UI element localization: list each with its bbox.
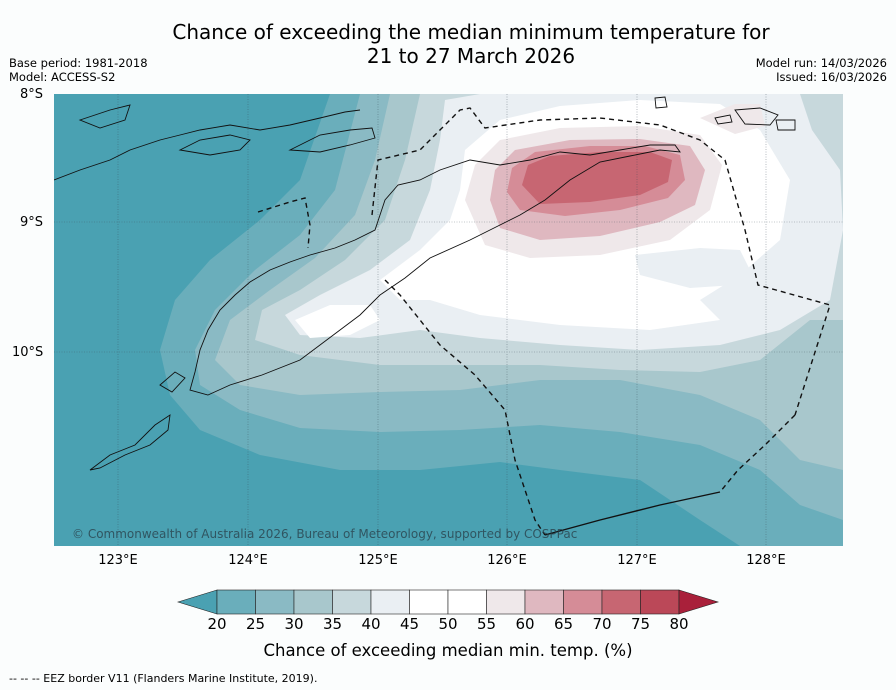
flores-coast	[54, 109, 361, 181]
sumba-coast	[78, 104, 131, 129]
lon-label-127e: 127°E	[617, 553, 657, 568]
colorbar-tick: 25	[245, 615, 266, 633]
coastlines	[54, 96, 796, 471]
model-name: Model: ACCESS-S2	[9, 70, 116, 84]
eez-legend-footer: -- -- -- EEZ border V11 (Flanders Marine…	[9, 672, 318, 685]
islet-1	[654, 96, 668, 109]
wetar-island	[288, 127, 376, 153]
band-70-75	[522, 152, 672, 204]
lon-label-126e: 126°E	[487, 553, 527, 568]
colorbar-tick: 50	[438, 615, 458, 633]
islet-3	[775, 119, 796, 131]
colorbar-segment-60-65	[524, 589, 564, 615]
colorbar-tick: 65	[553, 615, 574, 633]
colorbar-tick: 35	[322, 615, 343, 633]
colorbar-segment-70-75	[601, 589, 641, 615]
colorbar-tick: 80	[669, 615, 689, 633]
semau-island	[159, 371, 186, 393]
colorbar-tick: 55	[476, 615, 497, 633]
white-patch-south	[295, 305, 380, 338]
islet-4	[714, 114, 733, 125]
copyright-notice: © Commonwealth of Australia 2026, Bureau…	[72, 527, 578, 541]
colorbar-segment-55-60	[486, 589, 526, 615]
colorbar-label: Chance of exceeding median min. temp. (%…	[263, 641, 633, 660]
band-55-60-north	[700, 104, 765, 134]
lat-label-9s: 9°S	[20, 215, 44, 230]
colorbar-segment-35-40	[332, 589, 372, 615]
colorbar-tick: 70	[592, 615, 612, 633]
lat-label-10s: 10°S	[12, 345, 44, 360]
probability-field	[54, 94, 843, 546]
lat-label-8s: 8°S	[20, 87, 44, 102]
colorbar-tick: 75	[630, 615, 651, 633]
model-run: Model run: 14/03/2026	[755, 56, 887, 70]
eez-borders	[257, 107, 831, 536]
colorbar-tick: 30	[284, 615, 304, 633]
colorbar-segment-40-45	[370, 589, 410, 615]
band-40-45-inlet	[635, 248, 750, 288]
colorbar-segment-45-50	[409, 589, 449, 615]
colorbar-extend-high	[678, 589, 720, 615]
meta-left: Base period: 1981-2018 Model: ACCESS-S2	[9, 56, 148, 84]
lon-label-124e: 124°E	[228, 553, 268, 568]
meta-right: Model run: 14/03/2026 Issued: 16/03/2026	[756, 56, 887, 84]
lon-label-123e: 123°E	[98, 553, 138, 568]
alor-coast	[178, 134, 251, 156]
colorbar-segment-25-30	[255, 589, 295, 615]
timor-island	[189, 144, 681, 396]
colorbar-segment-65-70	[563, 589, 603, 615]
base-period: Base period: 1981-2018	[9, 56, 148, 70]
eez-solid-segment	[544, 491, 721, 536]
colorbar-tick: 60	[515, 615, 535, 633]
colorbar-tick: 20	[207, 615, 227, 633]
colorbar-segment-20-25	[216, 589, 256, 615]
issued-date: Issued: 16/03/2026	[776, 70, 887, 84]
colorbar-tick: 45	[399, 615, 420, 633]
colorbar-tick: 40	[361, 615, 381, 633]
colorbar-segment-50-55	[447, 589, 487, 615]
map-title: Chance of exceeding the median minimum t…	[0, 20, 896, 68]
islet-2	[734, 107, 779, 126]
colorbar-segment-75-80	[640, 589, 680, 615]
colorbar-segment-30-35	[293, 589, 333, 615]
colorbar-extend-low	[176, 589, 218, 615]
title-line-2: 21 to 27 March 2026	[366, 44, 576, 68]
rote-island	[89, 414, 171, 471]
lon-label-128e: 128°E	[746, 553, 786, 568]
title-line-1: Chance of exceeding the median minimum t…	[172, 20, 770, 44]
lon-label-125e: 125°E	[358, 553, 398, 568]
graticule	[54, 94, 843, 546]
